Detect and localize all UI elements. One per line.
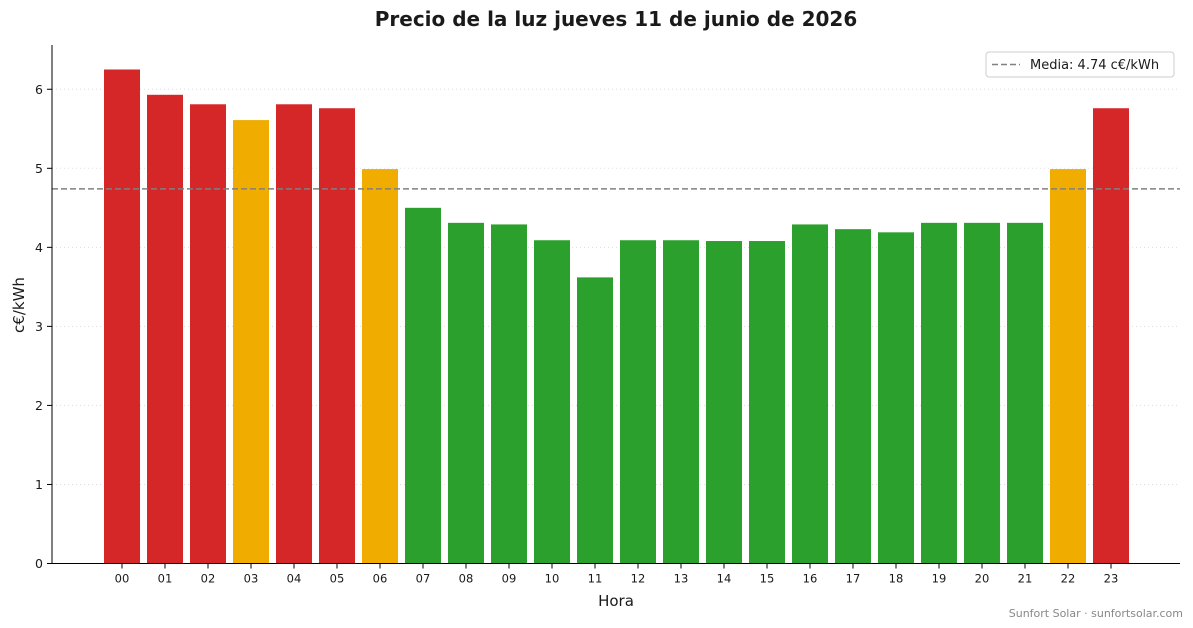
y-tick-label: 5 bbox=[35, 161, 43, 176]
bar-hour-23 bbox=[1093, 108, 1129, 564]
bars bbox=[104, 69, 1129, 564]
bar-hour-08 bbox=[448, 222, 484, 564]
x-ticks: 00 01 02 03 04 05 06 07 08 09 10 11 12 13 14 15 16 17 18 19… bbox=[115, 563, 1119, 586]
x-tick-label: 00 bbox=[115, 572, 130, 586]
x-tick-label: 04 bbox=[287, 572, 302, 586]
x-tick-label: 15 bbox=[760, 572, 775, 586]
credit-text: Sunfort Solar · sunfortsolar.com bbox=[1009, 607, 1183, 620]
bar-hour-09 bbox=[491, 224, 527, 564]
x-tick-label: 06 bbox=[373, 572, 388, 586]
x-tick-label: 10 bbox=[545, 572, 560, 586]
bar-hour-16 bbox=[792, 224, 828, 564]
bar-hour-18 bbox=[878, 232, 914, 564]
y-tick-label: 1 bbox=[35, 477, 43, 492]
axes bbox=[51, 45, 1180, 564]
x-tick-label: 23 bbox=[1104, 572, 1119, 586]
bar-hour-11 bbox=[577, 277, 613, 564]
x-tick-label: 08 bbox=[459, 572, 474, 586]
bar-hour-04 bbox=[276, 104, 312, 564]
x-tick-label: 14 bbox=[717, 572, 732, 586]
bar-hour-05 bbox=[319, 108, 355, 564]
x-tick-label: 21 bbox=[1018, 572, 1033, 586]
legend: Media: 4.74 c€/kWh bbox=[985, 51, 1175, 78]
x-tick-label: 12 bbox=[631, 572, 646, 586]
x-tick-label: 02 bbox=[201, 572, 216, 586]
bar-hour-02 bbox=[190, 104, 226, 564]
x-axis-label: Hora bbox=[598, 592, 634, 610]
x-tick-label: 17 bbox=[846, 572, 861, 586]
x-tick-label: 19 bbox=[932, 572, 947, 586]
x-tick-label: 22 bbox=[1061, 572, 1076, 586]
legend-mean-label: Media: 4.74 c€/kWh bbox=[1030, 58, 1159, 73]
bar-hour-01 bbox=[147, 94, 183, 564]
bar-hour-00 bbox=[104, 69, 140, 564]
x-tick-label: 11 bbox=[588, 572, 603, 586]
bar-hour-15 bbox=[749, 241, 785, 564]
y-tick-label: 4 bbox=[35, 240, 43, 255]
x-tick-label: 07 bbox=[416, 572, 431, 586]
bar-hour-06 bbox=[362, 169, 398, 564]
x-tick-label: 13 bbox=[674, 572, 689, 586]
y-ticks: 0 1 2 3 4 5 6 bbox=[35, 82, 52, 571]
bar-hour-22 bbox=[1050, 169, 1086, 564]
bar-hour-10 bbox=[534, 240, 570, 564]
x-tick-label: 09 bbox=[502, 572, 517, 586]
y-tick-label: 2 bbox=[35, 398, 43, 413]
bar-hour-07 bbox=[405, 207, 441, 564]
chart-title: Precio de la luz jueves 11 de junio de 2… bbox=[375, 7, 858, 31]
bar-hour-21 bbox=[1007, 222, 1043, 564]
bar-hour-20 bbox=[964, 222, 1000, 564]
bar-hour-19 bbox=[921, 222, 957, 564]
bar-hour-14 bbox=[706, 241, 742, 564]
x-tick-label: 16 bbox=[803, 572, 818, 586]
legend-box bbox=[985, 51, 1175, 78]
x-tick-label: 05 bbox=[330, 572, 345, 586]
x-tick-label: 18 bbox=[889, 572, 904, 586]
y-axis-label: c€/kWh bbox=[10, 277, 28, 333]
bar-hour-03 bbox=[233, 120, 269, 564]
y-tick-label: 0 bbox=[35, 556, 43, 571]
x-tick-label: 01 bbox=[158, 572, 173, 586]
x-tick-label: 20 bbox=[975, 572, 990, 586]
x-tick-label: 03 bbox=[244, 572, 259, 586]
bar-hour-17 bbox=[835, 229, 871, 564]
y-tick-label: 3 bbox=[35, 319, 43, 334]
bar-hour-13 bbox=[663, 240, 699, 564]
bar-hour-12 bbox=[620, 240, 656, 564]
y-tick-label: 6 bbox=[35, 82, 43, 97]
